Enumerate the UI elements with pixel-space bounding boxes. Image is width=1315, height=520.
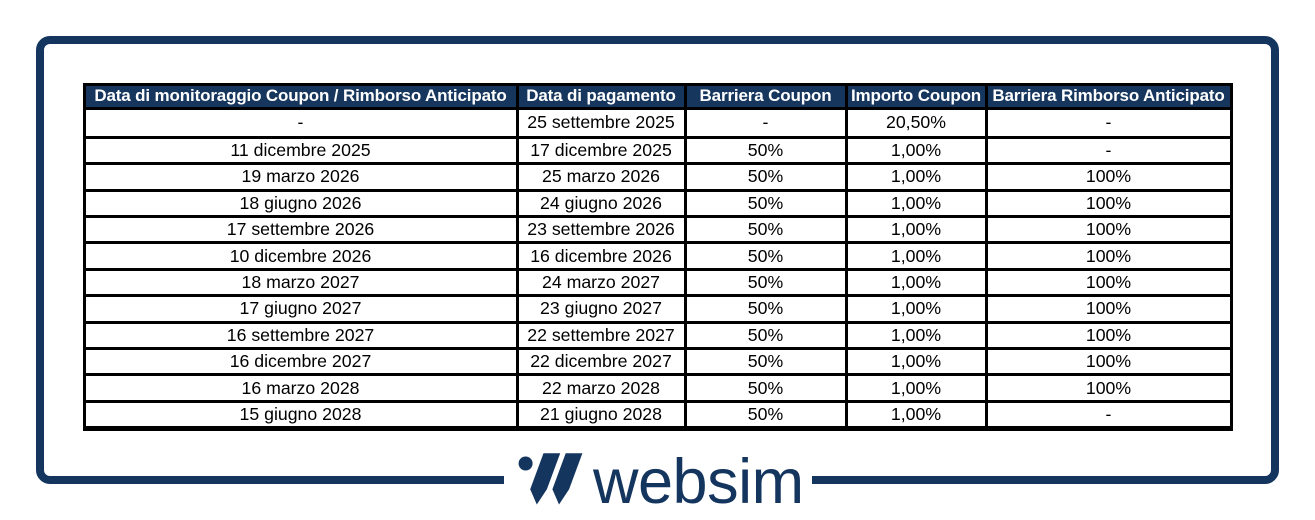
svg-text:websim: websim [592,448,804,512]
